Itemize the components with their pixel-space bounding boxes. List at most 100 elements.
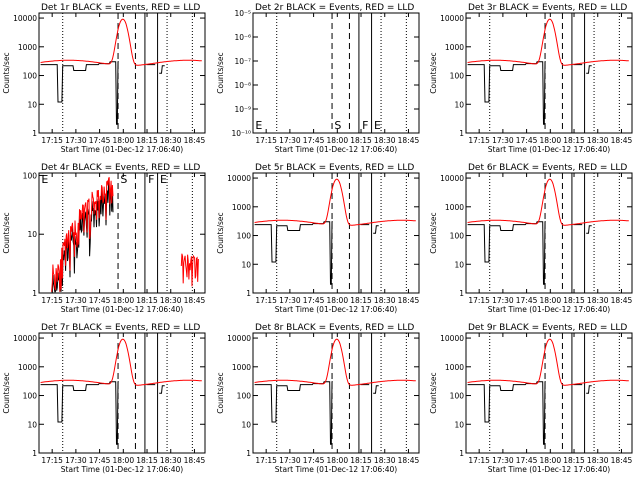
lld-series-line bbox=[467, 338, 629, 386]
x-tick-label: 17:30 bbox=[492, 456, 514, 465]
x-tick-label: 18:15 bbox=[563, 456, 585, 465]
x-tick-label: 18:30 bbox=[587, 456, 609, 465]
x-tick-label: 17:30 bbox=[65, 456, 87, 465]
x-tick-label: 17:45 bbox=[516, 296, 538, 305]
lld-series-line bbox=[40, 18, 202, 66]
x-axis-label: Start Time (01-Dec-12 17:06:40) bbox=[275, 305, 397, 314]
y-tick-label: 10⁻¹⁰ bbox=[231, 129, 251, 138]
panel-title: Det 5r BLACK = Events, RED = LLD bbox=[255, 163, 414, 173]
x-tick-label: 18:00 bbox=[112, 296, 134, 305]
segment-flag: S bbox=[334, 119, 341, 132]
x-tick-label: 18:00 bbox=[326, 136, 348, 145]
x-axis-label: Start Time (01-Dec-12 17:06:40) bbox=[61, 145, 183, 154]
x-tick-label: 18:15 bbox=[350, 136, 372, 145]
x-tick-label: 17:15 bbox=[255, 296, 277, 305]
x-tick-label: 18:30 bbox=[160, 136, 182, 145]
x-tick-label: 17:30 bbox=[65, 296, 87, 305]
y-tick-label: 100 bbox=[237, 232, 252, 241]
x-tick-label: 17:45 bbox=[89, 456, 111, 465]
x-tick-label: 17:30 bbox=[279, 136, 301, 145]
panel-title: Det 8r BLACK = Events, RED = LLD bbox=[255, 323, 414, 333]
x-tick-label: 17:45 bbox=[303, 296, 325, 305]
x-tick-label: 18:45 bbox=[398, 296, 420, 305]
y-tick-label: 10⁻⁸ bbox=[234, 81, 251, 90]
y-axis-label: Counts/sec bbox=[2, 52, 11, 93]
panel-title: Det 1r BLACK = Events, RED = LLD bbox=[41, 3, 200, 13]
plot-frame bbox=[252, 12, 420, 134]
y-tick-label: 10 bbox=[27, 230, 37, 239]
lld-series-line bbox=[467, 18, 629, 66]
x-tick-label: 18:15 bbox=[136, 456, 158, 465]
y-axis-label: Counts/sec bbox=[2, 372, 11, 413]
x-tick-label: 17:30 bbox=[279, 456, 301, 465]
segment-flag: F bbox=[362, 119, 368, 132]
y-tick-label: 10000 bbox=[13, 14, 37, 23]
lld-series-line bbox=[51, 177, 199, 292]
segment-flag: E bbox=[255, 119, 262, 132]
segment-flag: E bbox=[160, 173, 167, 186]
y-tick-label: 1 bbox=[459, 449, 464, 458]
x-tick-label: 18:30 bbox=[374, 456, 396, 465]
segment-flag: E bbox=[41, 173, 48, 186]
x-tick-label: 18:45 bbox=[611, 136, 633, 145]
segment-flag: F bbox=[148, 173, 154, 186]
x-tick-label: 18:15 bbox=[136, 296, 158, 305]
x-tick-label: 17:45 bbox=[303, 456, 325, 465]
panel-title: Det 2r BLACK = Events, RED = LLD bbox=[255, 3, 414, 13]
x-tick-label: 18:00 bbox=[539, 136, 561, 145]
x-axis-label: Start Time (01-Dec-12 17:06:40) bbox=[488, 305, 610, 314]
x-axis-label: Start Time (01-Dec-12 17:06:40) bbox=[488, 145, 610, 154]
y-axis-label: Counts/sec bbox=[2, 212, 11, 253]
x-tick-label: 18:00 bbox=[112, 456, 134, 465]
y-axis-label: Counts/sec bbox=[216, 52, 225, 93]
x-tick-label: 18:30 bbox=[587, 136, 609, 145]
y-tick-label: 1000 bbox=[232, 203, 251, 212]
x-tick-label: 17:15 bbox=[468, 136, 490, 145]
x-tick-label: 18:45 bbox=[398, 456, 420, 465]
x-tick-label: 18:45 bbox=[184, 136, 206, 145]
y-tick-label: 1 bbox=[246, 289, 251, 298]
y-tick-label: 1 bbox=[32, 289, 37, 298]
x-tick-label: 18:00 bbox=[539, 296, 561, 305]
x-tick-label: 18:15 bbox=[563, 296, 585, 305]
plot-frame bbox=[252, 172, 420, 294]
detector-panel: Det 5r BLACK = Events, RED = LLD 17:15 17:… bbox=[216, 163, 420, 314]
y-tick-label: 10 bbox=[454, 260, 464, 269]
plot-frame bbox=[252, 332, 420, 454]
lld-series-line bbox=[40, 338, 202, 386]
y-tick-label: 1 bbox=[246, 449, 251, 458]
events-series-line bbox=[40, 381, 165, 445]
x-axis-label: Start Time (01-Dec-12 17:06:40) bbox=[275, 465, 397, 474]
y-axis-label: Counts/sec bbox=[429, 372, 438, 413]
plot-frame bbox=[38, 12, 206, 134]
plot-frame bbox=[465, 332, 633, 454]
y-axis-label: Counts/sec bbox=[216, 372, 225, 413]
panel-title: Det 9r BLACK = Events, RED = LLD bbox=[468, 323, 627, 333]
x-tick-label: 18:30 bbox=[160, 296, 182, 305]
y-tick-label: 10⁻⁶ bbox=[234, 33, 251, 42]
x-tick-label: 17:45 bbox=[89, 296, 111, 305]
y-tick-label: 10⁻⁹ bbox=[234, 105, 251, 114]
events-series-line bbox=[40, 61, 165, 125]
x-tick-label: 18:30 bbox=[160, 456, 182, 465]
y-tick-label: 10⁻⁵ bbox=[234, 9, 251, 18]
x-tick-label: 18:15 bbox=[350, 296, 372, 305]
x-tick-label: 17:45 bbox=[89, 136, 111, 145]
x-tick-label: 18:30 bbox=[374, 296, 396, 305]
x-tick-label: 18:45 bbox=[398, 136, 420, 145]
x-tick-label: 18:00 bbox=[326, 456, 348, 465]
x-tick-label: 18:00 bbox=[112, 136, 134, 145]
panel-title: Det 3r BLACK = Events, RED = LLD bbox=[468, 3, 627, 13]
y-tick-label: 10000 bbox=[440, 14, 464, 23]
y-tick-label: 10 bbox=[241, 260, 251, 269]
x-tick-label: 18:15 bbox=[563, 136, 585, 145]
x-tick-label: 17:45 bbox=[516, 456, 538, 465]
y-tick-label: 10000 bbox=[13, 334, 37, 343]
panel-title: Det 4r BLACK = Events, RED = LLD bbox=[41, 163, 200, 173]
